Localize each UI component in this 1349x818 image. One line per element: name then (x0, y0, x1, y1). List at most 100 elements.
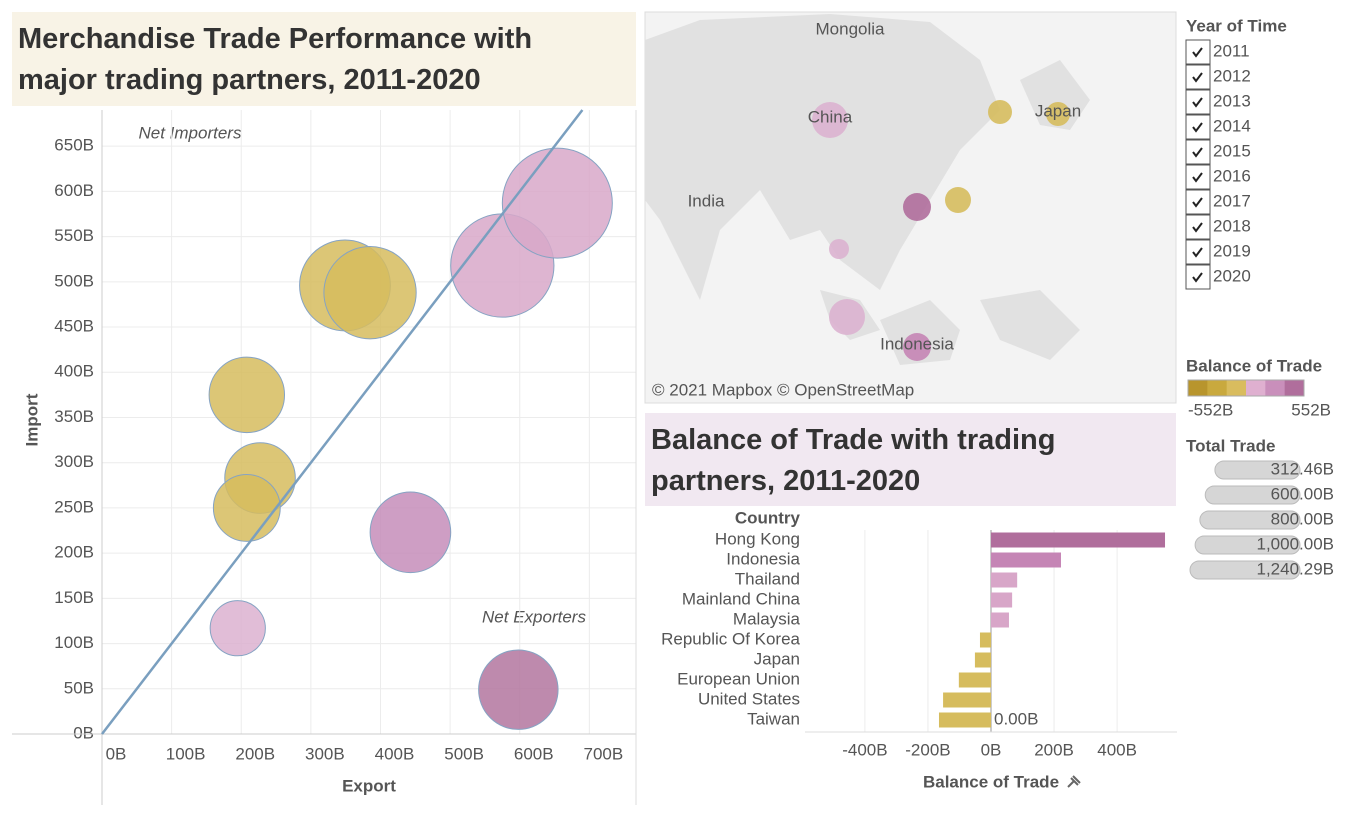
x-tick-label: 600B (514, 744, 554, 763)
bubble (212, 473, 281, 542)
y-tick-label: 100B (54, 633, 94, 652)
x-tick-label: 300B (305, 744, 345, 763)
legend-label: 552B (1291, 400, 1331, 419)
size-legend-label: 800.00B (1271, 509, 1334, 528)
x-tick-label: 100B (166, 744, 206, 763)
check-mark (1192, 97, 1203, 108)
y-tick-label: 150B (54, 588, 94, 607)
y-tick-label: 450B (54, 317, 94, 336)
legend-swatch (1265, 380, 1286, 396)
checkbox[interactable] (1185, 114, 1211, 140)
checkbox[interactable] (1185, 139, 1211, 165)
x-axis-title: Export (342, 776, 396, 795)
annotation: Net Importers (139, 123, 242, 142)
y-tick-label: 250B (54, 497, 94, 516)
bar (991, 572, 1018, 588)
size-legend-mark (1204, 485, 1301, 505)
y-tick-label: 50B (64, 678, 94, 697)
filter-option[interactable]: 2012 (1213, 66, 1251, 85)
legend-swatch (1188, 380, 1208, 396)
x-tick-label: 0B (106, 744, 127, 763)
filter-option[interactable]: 2019 (1213, 241, 1251, 260)
filter-option[interactable]: 2014 (1213, 116, 1251, 135)
x-tick-label: -200B (905, 740, 950, 759)
row-header: Country (735, 508, 801, 527)
category-label: United States (698, 689, 800, 708)
filter-option[interactable]: 2016 (1213, 166, 1251, 185)
bubble (478, 649, 559, 730)
category-label: Hong Kong (715, 529, 800, 548)
category-label: Thailand (735, 569, 800, 588)
bar (938, 712, 991, 728)
bubble (323, 246, 417, 340)
size-legend-mark (1214, 460, 1301, 480)
map-label: Indonesia (880, 334, 954, 353)
x-tick-label: 200B (235, 744, 275, 763)
map-point (829, 299, 865, 335)
bubble (369, 491, 452, 574)
check-mark (1192, 272, 1203, 283)
size-legend-label: 312.46B (1271, 459, 1334, 478)
x-tick-label: 700B (584, 744, 624, 763)
map-point (988, 100, 1012, 124)
map-point (903, 333, 931, 361)
land (645, 14, 1000, 300)
size-legend-label: 1,240.29B (1256, 559, 1334, 578)
dashboard-title: Merchandise Trade Performance with major… (12, 12, 636, 106)
filter-option[interactable]: 2017 (1213, 191, 1251, 210)
category-label: Taiwan (747, 709, 800, 728)
filter-option[interactable]: 2020 (1213, 266, 1251, 285)
check-mark (1192, 47, 1203, 58)
check-mark (1192, 197, 1203, 208)
filter-option[interactable]: 2013 (1213, 91, 1251, 110)
filter-option[interactable]: 2015 (1213, 141, 1251, 160)
bar (991, 552, 1061, 568)
chart-title: Balance of Trade with trading partners, … (645, 413, 1176, 506)
y-tick-label: 600B (54, 181, 94, 200)
bar (991, 532, 1166, 548)
size-legend-mark (1194, 535, 1301, 555)
bar (991, 592, 1013, 608)
category-label: Republic Of Korea (661, 629, 800, 648)
y-axis-title: Import (22, 393, 41, 446)
y-tick-label: 0B (73, 723, 94, 742)
y-tick-label: 500B (54, 271, 94, 290)
category-label: Indonesia (726, 549, 800, 568)
map-point (812, 102, 848, 138)
check-mark (1192, 122, 1203, 133)
x-axis-title: Balance of Trade (923, 772, 1059, 791)
filter-title: Year of Time (1186, 16, 1287, 35)
land (1020, 60, 1090, 130)
map-point (829, 239, 849, 259)
bar (943, 692, 991, 708)
legend-title: Total Trade (1186, 436, 1275, 455)
bar (991, 612, 1009, 628)
size-legend-label: 1,000.00B (1256, 534, 1334, 553)
checkbox[interactable] (1185, 239, 1211, 265)
bubble (501, 147, 613, 259)
map: Mongolia China India Japan Indonesia © 2… (644, 11, 1177, 404)
x-tick-label: 400B (375, 744, 415, 763)
map-label: China (808, 107, 853, 126)
map-label: India (688, 191, 725, 210)
legend-label: -552B (1188, 400, 1233, 419)
legend-swatch (1284, 380, 1305, 396)
legend-swatch (1226, 380, 1247, 396)
parity-line (101, 109, 584, 735)
category-label: Malaysia (733, 609, 801, 628)
filter-option[interactable]: 2011 (1213, 41, 1250, 60)
bar (974, 652, 991, 668)
size-legend-mark (1199, 510, 1301, 530)
check-mark (1192, 222, 1203, 233)
map-attribution: © 2021 Mapbox © OpenStreetMap (652, 380, 914, 399)
y-tick-label: 400B (54, 362, 94, 381)
category-label: Japan (754, 649, 800, 668)
map-label: Japan (1035, 101, 1081, 120)
map-point (903, 193, 931, 221)
x-tick-label: 500B (444, 744, 484, 763)
x-tick-label: 400B (1097, 740, 1137, 759)
pin-icon[interactable] (1067, 775, 1081, 788)
filter-option[interactable]: 2018 (1213, 216, 1251, 235)
size-legend-label: 600.00B (1271, 484, 1334, 503)
